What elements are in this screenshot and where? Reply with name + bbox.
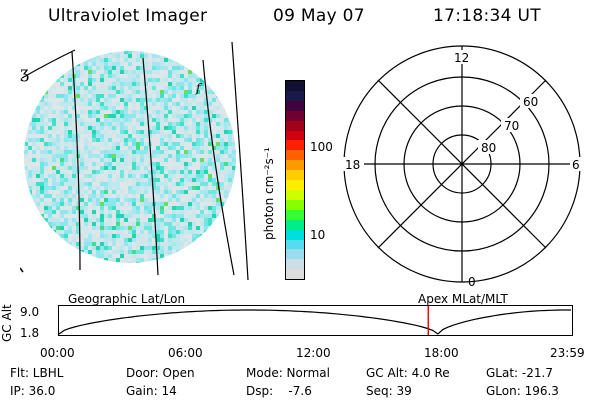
timeline-x-tick: 12:00 bbox=[296, 346, 331, 360]
grid-line bbox=[21, 49, 76, 79]
lat-label-70: 70 bbox=[504, 119, 519, 133]
timeline-right-title: Apex MLat/MLT bbox=[418, 292, 508, 306]
timeline-x-tick: 18:00 bbox=[424, 346, 459, 360]
status-filter: Flt: LBHL bbox=[10, 366, 64, 380]
time-label: 17:18:34 UT bbox=[433, 6, 541, 26]
status-seq: Seq: 39 bbox=[366, 384, 412, 398]
polar-plot: 12 18 6 0 60 70 80 bbox=[342, 45, 582, 289]
grid-line bbox=[202, 59, 235, 276]
status-mode: Mode: Normal bbox=[246, 366, 330, 380]
timeline-y-tick-low: 1.8 bbox=[20, 326, 40, 340]
status-glon: GLon: 196.3 bbox=[486, 384, 559, 398]
timeline-y-label: GC Alt bbox=[0, 304, 14, 342]
status-gc-alt: GC Alt: 4.0 Re bbox=[366, 366, 450, 380]
status-gain: Gain: 14 bbox=[126, 384, 177, 398]
grid-line bbox=[142, 57, 159, 276]
timeline-x-tick: 23:59 bbox=[550, 346, 585, 360]
colorbar-tick-100: 100 bbox=[310, 140, 333, 154]
lat-label-60: 60 bbox=[523, 95, 538, 109]
coast-glyph: ʒ bbox=[20, 63, 29, 82]
grid-line bbox=[71, 51, 81, 271]
coast-glyph: f bbox=[195, 81, 203, 95]
colorbar bbox=[285, 80, 305, 280]
grid-line bbox=[231, 41, 249, 280]
hour-label-12: 12 bbox=[454, 51, 469, 65]
lat-label-80: 80 bbox=[481, 141, 496, 155]
status-glat: GLat: -21.7 bbox=[486, 366, 553, 380]
hour-label-18: 18 bbox=[345, 158, 360, 172]
timeline-left-title: Geographic Lat/Lon bbox=[68, 292, 186, 306]
status-door: Door: Open bbox=[126, 366, 195, 380]
status-ip: IP: 36.0 bbox=[10, 384, 56, 398]
timeline-x-tick: 06:00 bbox=[168, 346, 203, 360]
colorbar-tick-10: 10 bbox=[310, 228, 326, 242]
uv-disk-image: ʒ f bbox=[20, 41, 249, 280]
window-title: Ultraviolet Imager bbox=[48, 6, 208, 26]
status-dsp: Dsp: -7.6 bbox=[246, 384, 312, 398]
date-label: 09 May 07 bbox=[273, 6, 365, 26]
timeline-y-tick-high: 9.0 bbox=[20, 305, 40, 319]
timeline-plot bbox=[58, 305, 573, 336]
timeline-x-tick: 00:00 bbox=[40, 346, 75, 360]
hour-label-0: 0 bbox=[468, 275, 476, 289]
colorbar-unit-label: photon cm⁻²s⁻¹ bbox=[262, 147, 276, 240]
hour-label-6: 6 bbox=[572, 158, 580, 172]
